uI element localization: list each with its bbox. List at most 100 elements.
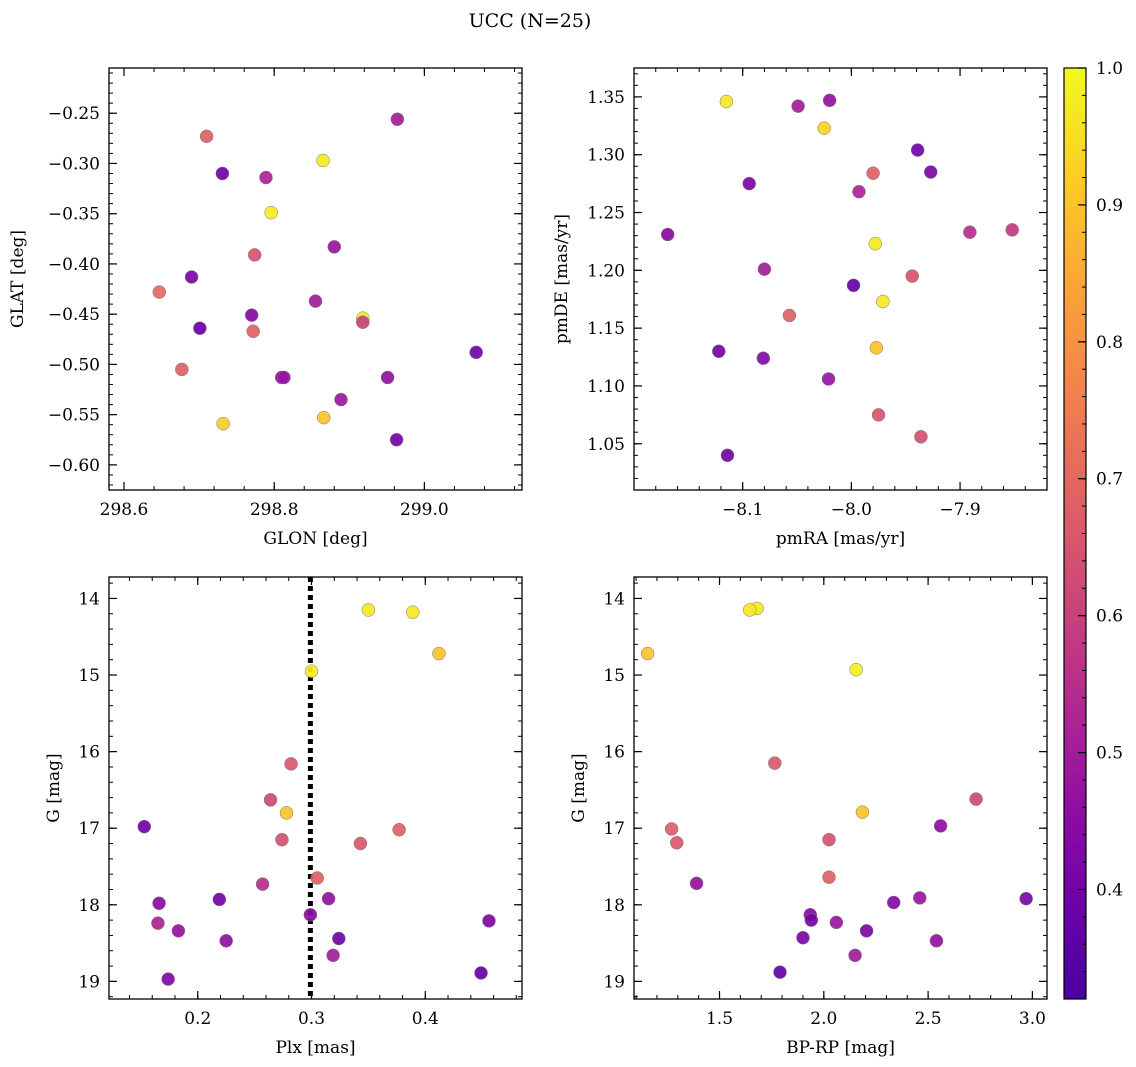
scatter-point bbox=[886, 895, 901, 910]
scatter-point bbox=[846, 278, 861, 293]
panel-4: 1.5 2.0 2.5 3.0 14 15 16 17 18 19 BP-RP [mag] G [ma… bbox=[569, 576, 1048, 1058]
scatter-point bbox=[275, 832, 289, 847]
scatter-point bbox=[866, 166, 880, 180]
scatter-point bbox=[244, 308, 259, 322]
y-tick-label: −0.40 bbox=[48, 255, 100, 275]
scatter-point bbox=[264, 205, 278, 220]
y-tick-label: 1.05 bbox=[587, 435, 625, 455]
scatter-point bbox=[263, 793, 278, 807]
x-axis-label: GLON [deg] bbox=[263, 529, 367, 549]
scatter-point bbox=[852, 184, 866, 199]
scatter-point bbox=[215, 166, 230, 181]
scatter-point bbox=[869, 341, 884, 355]
scatter-point bbox=[216, 416, 230, 431]
y-tick-label: 15 bbox=[78, 666, 100, 686]
scatter-point bbox=[757, 262, 772, 276]
scatter-point bbox=[773, 965, 787, 979]
scatter-point bbox=[791, 99, 805, 113]
y-tick-label: −0.35 bbox=[48, 205, 100, 225]
scatter-point bbox=[279, 806, 294, 820]
scatter-point bbox=[876, 294, 890, 309]
y-tick-label: 16 bbox=[78, 743, 100, 763]
scatter-point bbox=[137, 819, 152, 834]
scatter-point bbox=[255, 877, 270, 891]
scatter-point bbox=[913, 891, 927, 905]
scatter-point bbox=[199, 129, 214, 144]
y-tick-label: 1.35 bbox=[587, 88, 625, 108]
scatter-point bbox=[380, 370, 395, 385]
scatter-point bbox=[1005, 223, 1019, 237]
scatter-point bbox=[821, 372, 836, 386]
panel-1: 298.6 298.8 299.0 −0.60 −0.55 −0.50 −0.45 −0.40… bbox=[8, 67, 523, 549]
colorbar-tick-label: 0.8 bbox=[1096, 333, 1123, 353]
scatter-point bbox=[389, 433, 404, 447]
scatter-point bbox=[817, 121, 831, 135]
y-axis-label: G [mag] bbox=[44, 753, 64, 822]
y-tick-label: 19 bbox=[603, 972, 625, 992]
scatter-point bbox=[317, 410, 331, 425]
y-tick-label: 19 bbox=[78, 972, 100, 992]
figure-title: UCC (N=25) bbox=[469, 10, 592, 32]
scatter-point bbox=[246, 324, 260, 338]
panel-2: −8.1 −8.0 −7.9 1.05 1.10 1.15 1.20 1.25 1.30 1.35… bbox=[552, 67, 1048, 549]
scatter-point bbox=[969, 792, 983, 806]
scatter-point bbox=[175, 362, 189, 377]
y-tick-label: −0.25 bbox=[48, 104, 100, 124]
scatter-point bbox=[152, 285, 167, 299]
scatter-point bbox=[1019, 891, 1033, 906]
scatter-point bbox=[871, 408, 886, 422]
scatter-point bbox=[689, 876, 704, 891]
colorbar-tick-label: 0.6 bbox=[1096, 607, 1123, 627]
scatter-point bbox=[327, 240, 342, 254]
scatter-point bbox=[332, 931, 346, 946]
panels: 298.6 298.8 299.0 −0.60 −0.55 −0.50 −0.45 −0.40… bbox=[8, 67, 1048, 1058]
scatter-point bbox=[933, 819, 948, 833]
scatter-point bbox=[406, 605, 420, 619]
scatter-point bbox=[432, 646, 446, 661]
scatter-point bbox=[469, 345, 483, 360]
y-tick-label: 17 bbox=[78, 819, 100, 839]
scatter-point bbox=[743, 603, 757, 617]
scatter-point bbox=[151, 916, 165, 930]
y-tick-label: 18 bbox=[78, 896, 100, 916]
scatter-point bbox=[219, 934, 233, 948]
y-axis-label: GLAT [deg] bbox=[8, 230, 28, 328]
y-tick-label: −0.50 bbox=[48, 355, 100, 375]
x-tick-label: 2.5 bbox=[915, 1009, 942, 1029]
scatter-point bbox=[356, 315, 370, 329]
x-tick-label: 298.6 bbox=[100, 500, 149, 520]
scatter-point bbox=[193, 321, 207, 335]
scatter-point bbox=[756, 351, 771, 365]
scatter-point bbox=[855, 805, 870, 819]
axes-frame bbox=[108, 576, 523, 1000]
x-axis-label: Plx [mas] bbox=[275, 1038, 355, 1058]
y-tick-label: 1.10 bbox=[587, 377, 625, 397]
scatter-point bbox=[259, 170, 273, 185]
y-tick-label: 1.30 bbox=[587, 146, 625, 166]
scatter-point bbox=[277, 370, 291, 385]
x-tick-label: 0.2 bbox=[184, 1009, 211, 1029]
scatter-point bbox=[361, 603, 376, 617]
scatter-point bbox=[923, 165, 938, 179]
y-tick-label: 1.15 bbox=[587, 319, 625, 339]
y-tick-label: 17 bbox=[603, 819, 625, 839]
scatter-point bbox=[184, 270, 199, 284]
scatter-point bbox=[849, 662, 863, 677]
colorbar-tick-label: 0.4 bbox=[1096, 880, 1123, 900]
scatter-point bbox=[929, 934, 944, 948]
scatter-point bbox=[334, 392, 348, 407]
x-tick-label: 2.0 bbox=[810, 1009, 837, 1029]
scatter-point bbox=[822, 832, 836, 847]
x-tick-label: 298.8 bbox=[250, 500, 299, 520]
y-tick-label: 16 bbox=[603, 743, 625, 763]
y-tick-label: 14 bbox=[603, 589, 625, 609]
scatter-point bbox=[712, 344, 726, 359]
scatter-point bbox=[670, 836, 684, 850]
scatter-point bbox=[161, 972, 175, 986]
scatter-point bbox=[768, 756, 782, 770]
y-tick-label: 14 bbox=[78, 589, 100, 609]
scatter-point bbox=[859, 924, 874, 938]
scatter-point bbox=[804, 913, 819, 927]
y-axis-label: G [mag] bbox=[569, 753, 589, 822]
y-tick-label: −0.60 bbox=[48, 456, 100, 476]
